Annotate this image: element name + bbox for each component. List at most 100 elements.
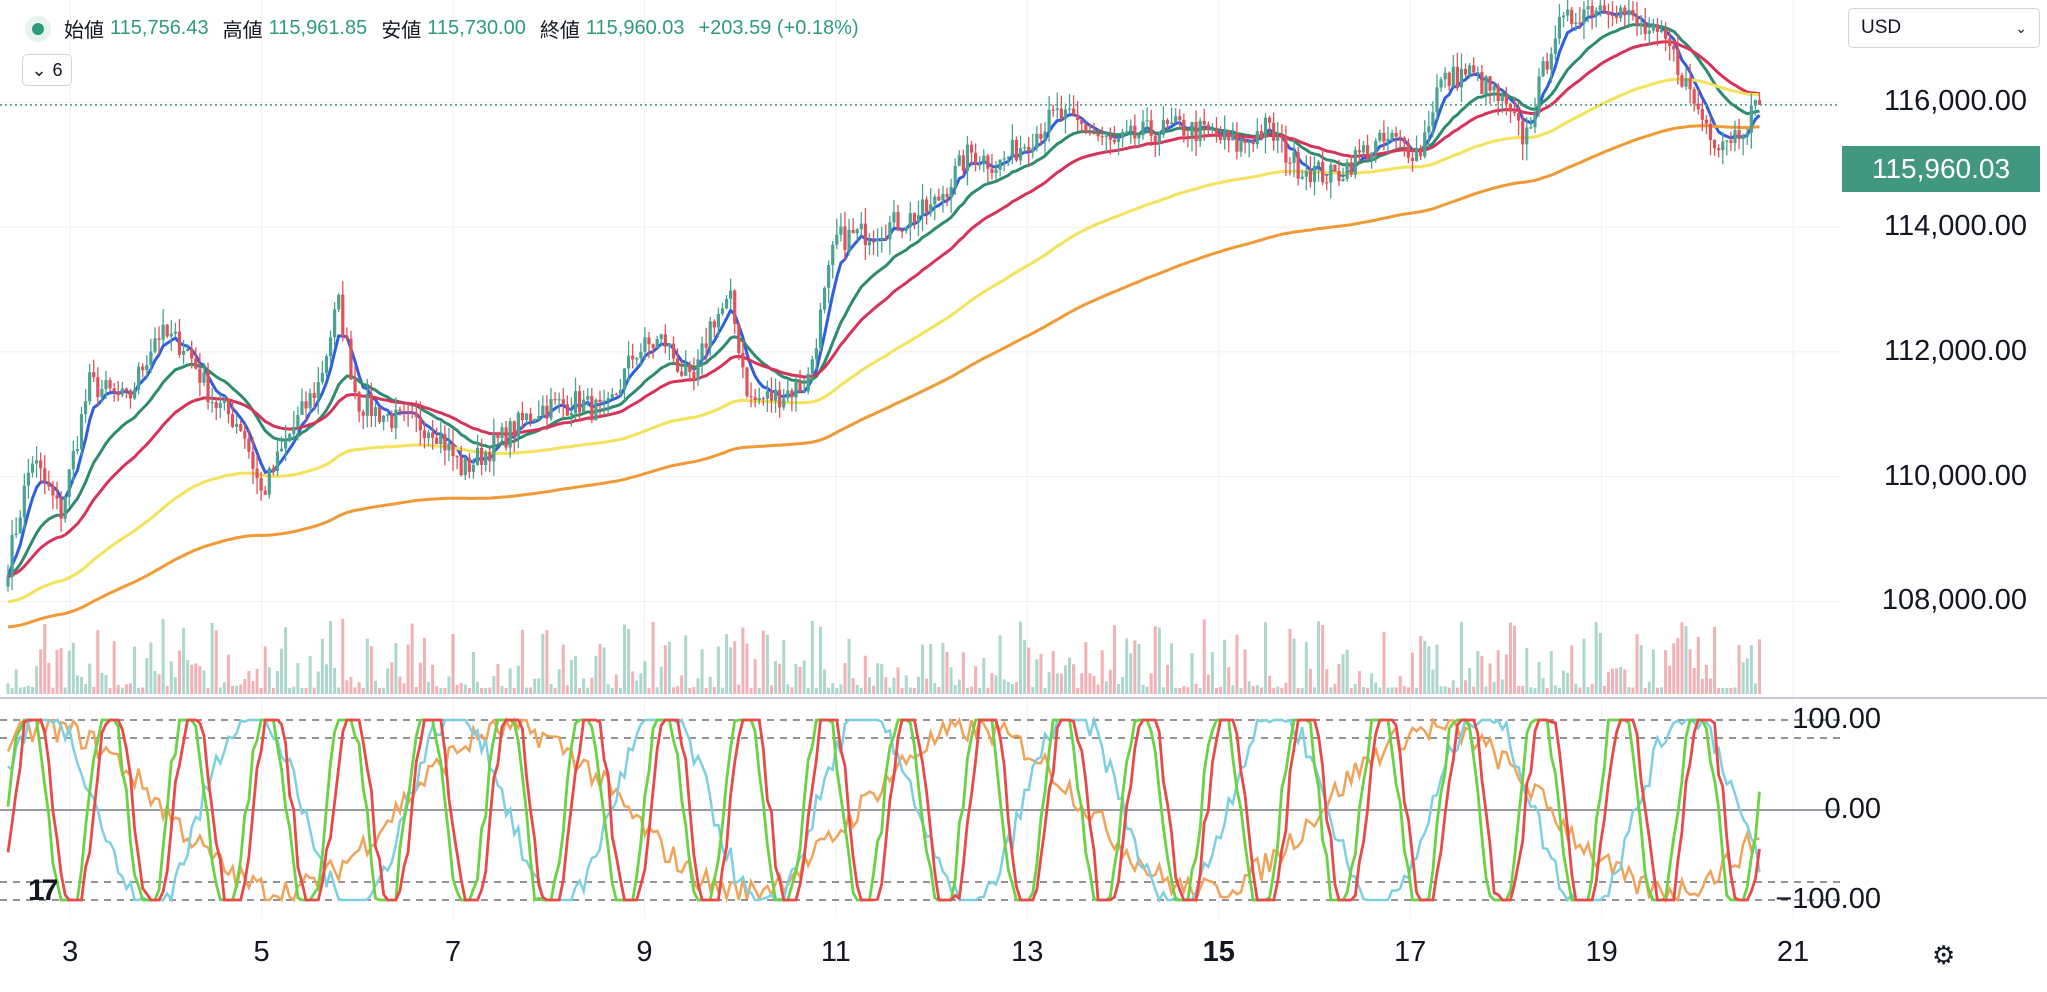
volume-bar <box>835 687 839 694</box>
candle-body <box>1427 126 1431 133</box>
volume-bar <box>1386 687 1390 694</box>
volume-bar <box>312 687 316 694</box>
candle-body <box>177 331 182 355</box>
currency-select[interactable]: USD ⌄ <box>1848 8 2040 48</box>
change-value: +203.59 (+0.18%) <box>698 17 859 39</box>
volume-bar <box>904 675 908 694</box>
candle-body <box>716 314 721 328</box>
volume-bar <box>1014 682 1018 694</box>
candle-body <box>1280 137 1284 139</box>
candle-body <box>186 349 190 351</box>
volume-bar <box>365 638 369 694</box>
candle-body <box>582 399 586 413</box>
volume-bar <box>1447 687 1451 694</box>
volume-bar <box>202 670 206 694</box>
volume-bar <box>1419 636 1423 694</box>
time-tick-label: 3 <box>62 936 79 968</box>
candle-body <box>39 460 43 469</box>
candle-body <box>618 389 623 395</box>
candle-body <box>1178 116 1182 120</box>
volume-bar <box>1651 649 1655 694</box>
candle-body <box>1267 117 1272 123</box>
candle-body <box>1549 53 1553 70</box>
volume-bar <box>1170 643 1174 694</box>
volume-bar <box>941 642 945 694</box>
candle-body <box>1435 87 1439 113</box>
candle-body <box>1602 5 1606 12</box>
volume-bar <box>843 662 847 694</box>
volume-bar <box>729 647 733 694</box>
volume-bar <box>712 687 716 694</box>
candle-body <box>1059 108 1063 119</box>
candle-body <box>141 366 145 371</box>
volume-bar <box>888 687 892 694</box>
volume-bar <box>1590 684 1594 694</box>
time-tick-label: 9 <box>636 936 653 968</box>
candle-body <box>794 382 798 398</box>
volume-bar <box>912 687 916 694</box>
candle-body <box>1337 170 1341 182</box>
volume-bar <box>1692 668 1696 694</box>
volume-bar <box>463 684 467 694</box>
candle-body <box>626 355 631 369</box>
candle-body <box>128 390 133 399</box>
volume-bar <box>1655 687 1659 694</box>
indicators-collapse-button[interactable]: ⌄ 6 <box>22 54 72 86</box>
candle-body <box>251 451 255 469</box>
volume-bar <box>1431 669 1435 694</box>
volume-bar <box>1010 684 1014 694</box>
volume-bar <box>1366 687 1370 694</box>
oscillator-tick-label: −100.00 <box>1775 883 1881 915</box>
candle-body <box>1443 72 1447 80</box>
volume-bar <box>1427 646 1431 694</box>
volume-bar <box>1166 664 1170 694</box>
volume-bar <box>153 670 157 694</box>
volume-bar <box>1668 665 1672 694</box>
candle-body <box>892 212 896 223</box>
volume-bar <box>671 687 675 694</box>
volume-bar <box>1492 681 1496 694</box>
candle-body <box>1410 157 1415 162</box>
candle-body <box>386 414 390 416</box>
volume-bar <box>1149 673 1153 694</box>
candle-body <box>1631 9 1635 16</box>
volume-bar <box>1227 667 1231 694</box>
candle-body <box>116 391 120 396</box>
volume-bar <box>876 663 880 694</box>
volume-bar <box>1002 679 1006 694</box>
volume-bar <box>998 635 1002 694</box>
volume-bar <box>1484 686 1488 694</box>
candle-body <box>949 186 953 198</box>
volume-bar <box>1076 687 1080 694</box>
tradingview-logo-icon[interactable]: 17 <box>28 874 58 907</box>
volume-bar <box>47 662 51 694</box>
volume-bar <box>990 673 994 694</box>
volume-bar <box>978 687 982 694</box>
volume-bar <box>96 630 100 694</box>
volume-bar <box>1108 669 1112 694</box>
volume-bar <box>222 682 226 694</box>
volume-bar <box>1117 683 1121 694</box>
candle-body <box>100 388 104 398</box>
candle-body <box>1557 17 1562 39</box>
volume-bar <box>1047 672 1051 694</box>
candle-body <box>818 309 823 349</box>
volume-bar <box>239 684 243 694</box>
volume-bar <box>14 669 18 694</box>
volume-bar <box>1357 671 1361 694</box>
candle-body <box>667 343 672 347</box>
settings-gear-icon[interactable]: ⚙ <box>1932 940 1956 970</box>
volume-bar <box>520 629 524 694</box>
volume-bar <box>614 674 618 694</box>
candle-body <box>357 392 361 412</box>
candle-body <box>671 343 676 359</box>
volume-bar <box>292 686 296 694</box>
volume-bar <box>169 661 173 694</box>
candle-body <box>484 451 488 465</box>
volume-bar <box>1198 687 1202 694</box>
candle-body <box>908 213 912 228</box>
candle-body <box>1541 61 1545 77</box>
candle-body <box>1084 124 1088 133</box>
volume-bar <box>1333 683 1337 694</box>
